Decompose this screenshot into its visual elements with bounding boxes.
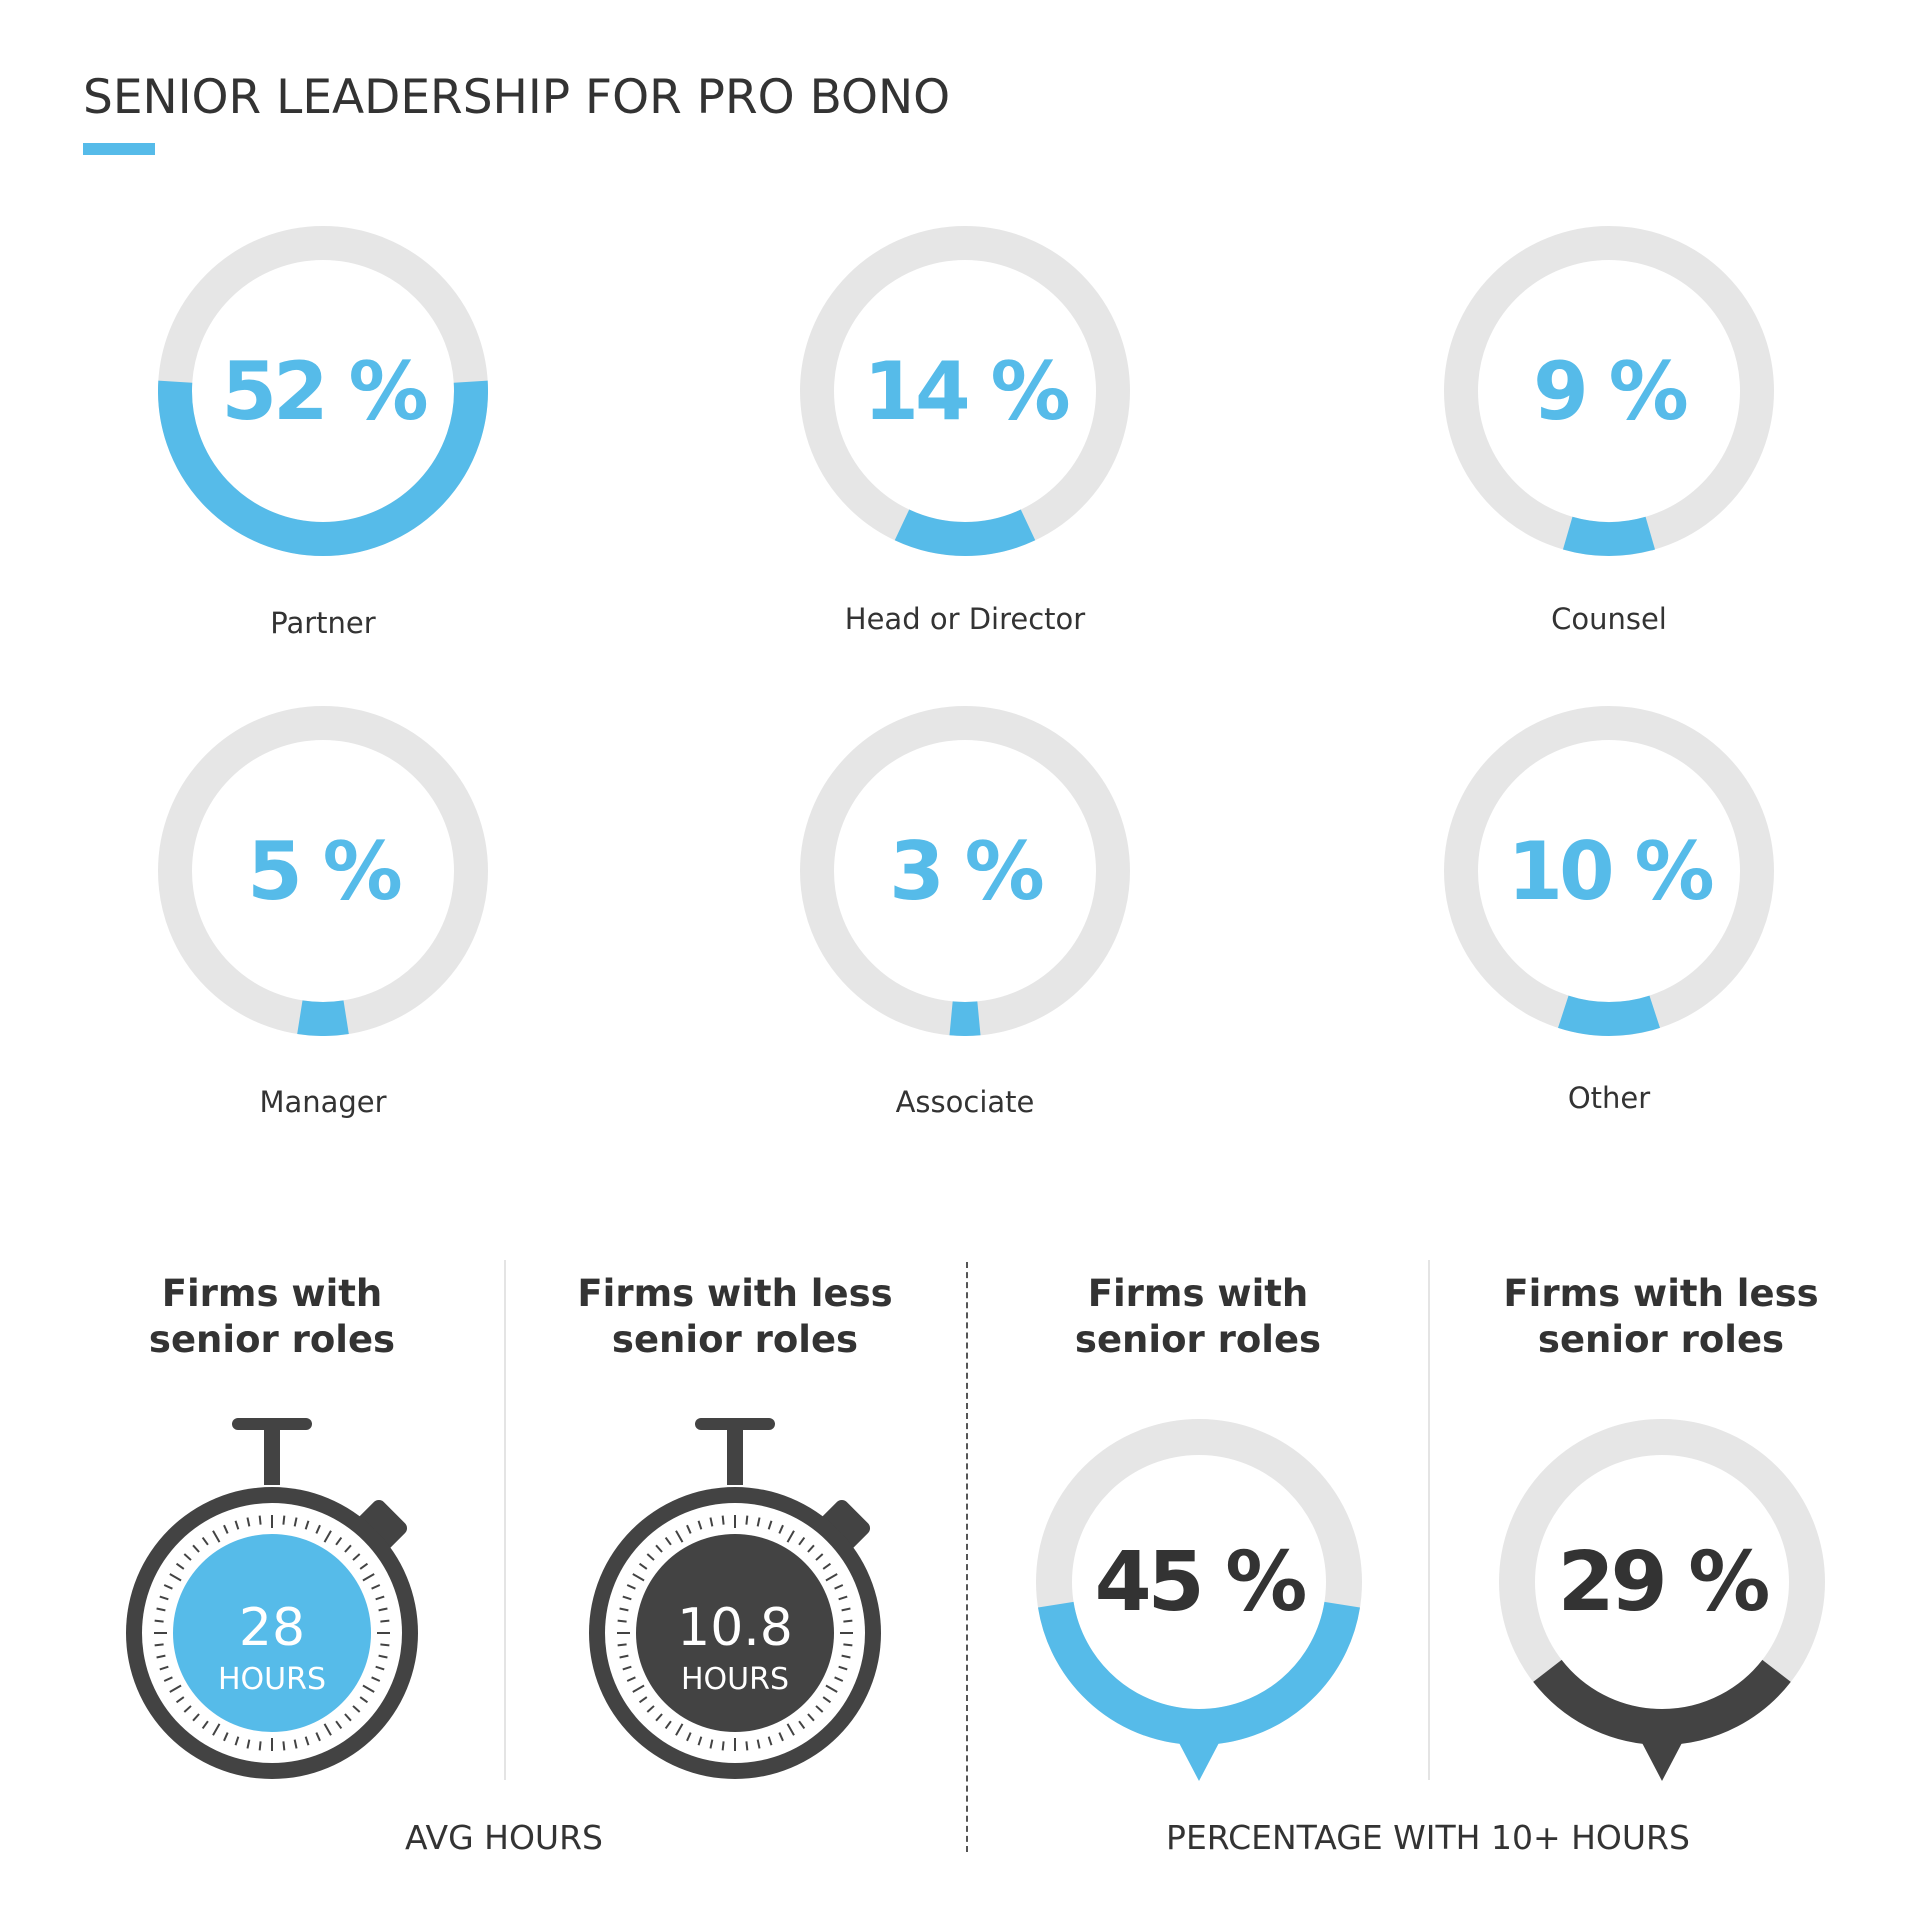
column-heading-line: senior roles [1537,1318,1785,1361]
donut-label: Other [1567,1081,1651,1115]
column-divider [1428,1260,1430,1780]
pin-donut-senior: 45 % [1029,1412,1369,1792]
donut-label: Associate [895,1085,1035,1119]
stopwatch-stem [727,1425,743,1485]
pin-donut-value-arc [1038,1601,1360,1745]
column-heading-line: senior roles [1074,1318,1322,1361]
column-heading-line: senior roles [611,1318,859,1361]
column-heading-line: Firms with less [577,1272,893,1315]
donut-value: 9 % [1533,344,1689,438]
donut-value-arc [1558,995,1660,1036]
donut-partner: 52 % [158,226,488,556]
footer-percentage-10-plus: PERCENTAGE WITH 10+ HOURS [1166,1818,1690,1857]
donut-associate: 3 % [800,706,1130,1036]
footer-avg-hours: AVG HOURS [405,1818,603,1857]
section-divider [966,1262,968,1852]
pin-donut-value: 45 % [1094,1534,1308,1630]
donut-value: 3 % [889,824,1045,918]
stopwatch-stem [264,1425,280,1485]
stopwatch-senior: 28 HOURS [112,1415,432,1785]
stopwatch-top-bar [232,1418,312,1430]
column-heading-line: Firms with [161,1272,383,1315]
column-heading-line: Firms with less [1503,1272,1819,1315]
donut-other: 10 % [1444,706,1774,1036]
donut-value: 52 % [221,344,428,438]
title-underline [83,143,155,155]
pin-donut-value: 29 % [1557,1534,1771,1630]
donut-value-arc [158,380,488,556]
column-heading: Firms with senior roles [978,1271,1418,1363]
timer-hours-value: 10.8 [677,1598,793,1658]
donut-value: 5 % [247,824,403,918]
donut-head-or-director: 14 % [800,226,1130,556]
donut-value-arc [894,509,1036,556]
timer-hours-unit: HOURS [217,1662,327,1697]
stopwatch-ticks [617,1515,853,1751]
pin-pointer [1177,1739,1221,1781]
donut-label: Head or Director [844,602,1086,636]
column-heading-line: Firms with [1087,1272,1309,1315]
stopwatch-center-disc [636,1534,834,1732]
stopwatch-top-bar [695,1418,775,1430]
pin-pointer [1640,1739,1684,1781]
stopwatch-center-disc [173,1534,371,1732]
donut-value-arc [1562,516,1656,556]
donut-value-arc [949,1001,981,1036]
donut-label: Counsel [1551,602,1667,636]
column-heading: Firms with less senior roles [1441,1271,1881,1363]
donut-value: 14 % [863,344,1070,438]
column-divider [504,1260,506,1780]
donut-counsel: 9 % [1444,226,1774,556]
column-heading: Firms with less senior roles [515,1271,955,1363]
column-heading: Firms with senior roles [52,1271,492,1363]
column-heading-line: senior roles [148,1318,396,1361]
timer-hours-unit: HOURS [680,1662,790,1697]
pin-donut-value-arc [1533,1659,1791,1745]
stopwatch-less-senior: 10.8 HOURS [575,1415,895,1785]
donut-manager: 5 % [158,706,488,1036]
donut-label: Partner [270,606,376,640]
donut-label: Manager [259,1085,387,1119]
donut-value: 10 % [1507,824,1714,918]
donut-value-arc [297,1000,349,1036]
timer-hours-value: 28 [238,1598,306,1658]
page-title: SENIOR LEADERSHIP FOR PRO BONO [83,70,951,125]
stopwatch-ticks [154,1515,390,1751]
pin-donut-less-senior: 29 % [1492,1412,1832,1792]
